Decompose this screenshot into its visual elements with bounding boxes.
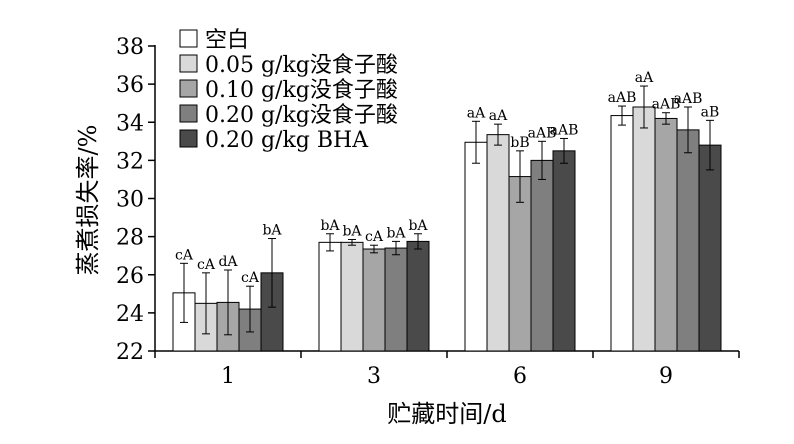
x-axis-title: 贮藏时间/d (387, 400, 506, 428)
significance-label: cA (241, 270, 260, 286)
bar (552, 150, 576, 352)
significance-label: aAB (652, 97, 681, 113)
legend-swatch (179, 54, 198, 73)
significance-label: aAB (674, 91, 703, 107)
significance-label: cA (175, 247, 194, 263)
bar (676, 129, 700, 352)
bar (698, 144, 722, 352)
legend-swatch (179, 104, 198, 123)
bars (172, 106, 722, 352)
legend-swatch (179, 129, 198, 148)
significance-label: aB (701, 104, 720, 120)
legend-label: 0.20 g/kg BHA (205, 128, 369, 153)
bar (654, 117, 678, 352)
bar (384, 247, 408, 352)
y-tick-label: 32 (116, 149, 144, 174)
y-tick-label: 22 (116, 340, 144, 365)
x-tick-label: 9 (659, 364, 673, 389)
y-tick-label: 36 (116, 73, 144, 98)
y-tick-label: 34 (116, 111, 144, 136)
bar (610, 115, 634, 352)
y-tick-label: 38 (116, 35, 144, 60)
significance-label: bA (262, 223, 282, 239)
bar (318, 241, 342, 352)
x-tick-label: 6 (513, 364, 527, 389)
bar (530, 159, 554, 352)
error-bars (180, 85, 714, 336)
significance-label: bA (408, 218, 428, 234)
significance-label: cA (365, 229, 384, 245)
significance-label: bB (510, 135, 529, 151)
legend-swatch (179, 79, 198, 98)
y-tick-label: 26 (116, 264, 144, 289)
significance-label: bA (342, 223, 362, 239)
significance-label: bA (320, 218, 340, 234)
legend-label: 空白 (205, 28, 249, 53)
legend-label: 0.20 g/kg没食子酸 (205, 103, 398, 128)
y-tick-label: 30 (116, 188, 144, 213)
bar (464, 141, 488, 352)
significance-label: bA (386, 225, 406, 241)
bar (362, 248, 386, 352)
legend-swatch (179, 29, 198, 48)
significance-label: aAB (550, 122, 579, 138)
legend-label: 0.10 g/kg没食子酸 (205, 78, 398, 103)
significance-label: aA (635, 70, 654, 86)
significance-label: dA (218, 254, 238, 270)
y-axis-title: 蒸煮损失率/% (74, 125, 102, 276)
bar (486, 134, 510, 352)
bar (340, 241, 364, 352)
significance-label: cA (197, 257, 216, 273)
x-tick-label: 1 (221, 364, 235, 389)
legend-label: 0.05 g/kg没食子酸 (205, 53, 398, 78)
bar (406, 240, 430, 352)
y-tick-label: 24 (116, 302, 144, 327)
y-tick-label: 28 (116, 226, 144, 251)
significance-label: aA (489, 108, 508, 124)
bar (632, 106, 656, 352)
x-tick-label: 3 (367, 364, 381, 389)
significance-label: aAB (608, 90, 637, 106)
significance-label: aA (467, 105, 486, 121)
significance-label: aAB (528, 125, 557, 141)
